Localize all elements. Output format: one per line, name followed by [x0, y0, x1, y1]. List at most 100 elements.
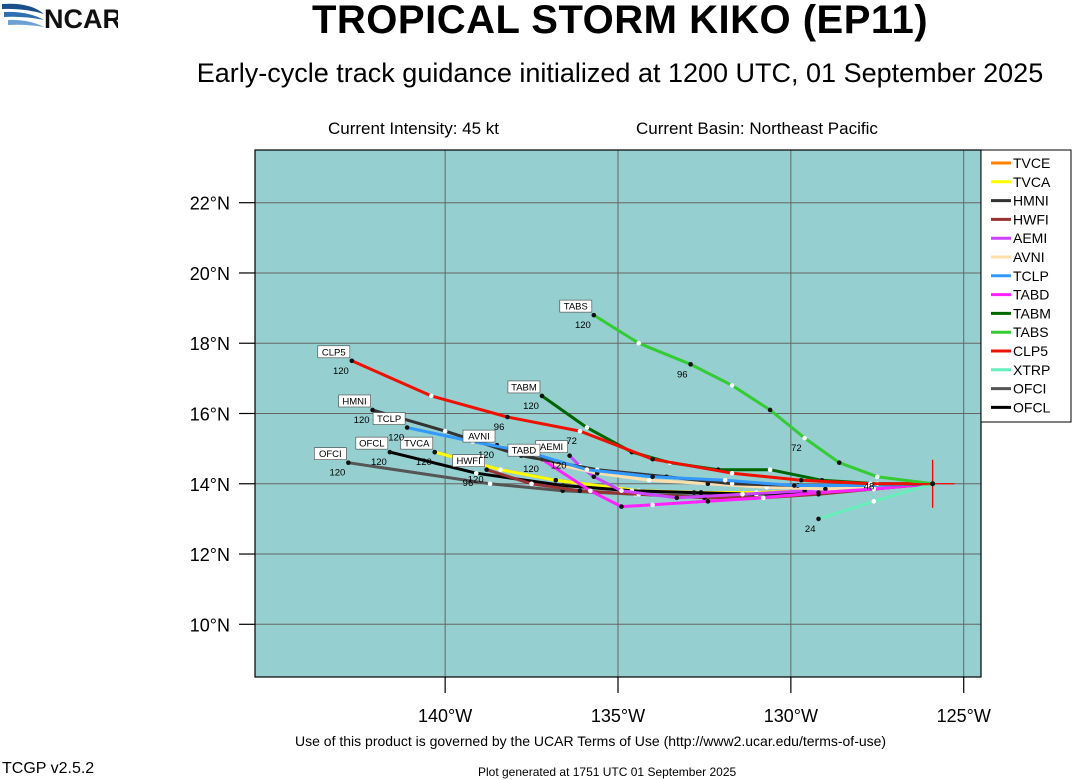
y-tick-label: 12°N [190, 545, 230, 565]
track-point [871, 499, 877, 504]
storm-label-text: TABM [511, 382, 537, 393]
hour-label: 72 [566, 436, 577, 447]
legend: TVCE TVCA HMNI HWFI AEMI AVNI TCLP TABD TABM TABS… [980, 149, 1072, 423]
ncar-logo-text: NCAR [44, 4, 118, 30]
track-point [473, 470, 479, 476]
track-point [636, 340, 642, 346]
legend-label: TABS [1013, 324, 1049, 340]
hour-label: 120 [416, 457, 432, 468]
init-point [930, 481, 936, 487]
track-point [567, 453, 572, 458]
track-lines [346, 312, 934, 522]
legend-label: TABD [1013, 287, 1049, 303]
track-point [646, 477, 652, 483]
hour-label: 72 [791, 443, 802, 454]
storm-label-text: CLP5 [322, 347, 346, 358]
terms-of-use: Use of this product is governed by the U… [295, 733, 887, 749]
track-point [650, 456, 655, 462]
legend-label: TVCE [1013, 155, 1050, 171]
track-point [674, 495, 680, 501]
track-point [691, 490, 697, 495]
storm-label-box [452, 454, 485, 468]
track-point [487, 481, 493, 487]
hour-label: 48 [864, 482, 875, 493]
hour-label: 120 [329, 468, 345, 479]
track-point [432, 449, 438, 455]
initial-position-marker [910, 459, 955, 508]
storm-label-box [317, 345, 351, 359]
hour-label: 120 [371, 457, 387, 468]
track-point [442, 428, 448, 434]
track-point [874, 474, 880, 480]
current-basin: Current Basin: Northeast Pacific [636, 119, 878, 138]
track-point [577, 428, 583, 434]
track-point [584, 467, 590, 473]
track-point [798, 477, 804, 483]
hour-label: 120 [354, 415, 370, 426]
track-point [767, 467, 773, 473]
track-point [802, 435, 807, 441]
legend-label: OFCL [1013, 399, 1051, 415]
storm-label-box [355, 436, 389, 450]
track-point [591, 474, 597, 480]
storm-label-box [372, 412, 406, 425]
track-point [505, 414, 510, 420]
track-point [539, 393, 545, 399]
hour-label: 96 [463, 478, 474, 489]
track-point [346, 460, 351, 465]
track-point [722, 477, 728, 483]
legend-label: XTRP [1013, 362, 1050, 378]
track-point [868, 481, 873, 487]
track-point [767, 407, 773, 413]
axes: 140°W 135°W 130°W 125°W 10°N 12°N 14°N 16°N 18°N… [190, 194, 991, 726]
track-point [619, 488, 624, 494]
track-point [591, 312, 597, 318]
x-tick-label: 135°W [591, 706, 645, 726]
storm-label-box [314, 447, 347, 460]
ncar-logo: NCAR [2, 3, 122, 34]
hour-label: 120 [388, 433, 404, 444]
x-tick-label: 140°W [418, 706, 472, 726]
y-tick-label: 16°N [190, 405, 230, 425]
storm-label-text: TABD [512, 446, 537, 457]
track-point [729, 481, 735, 487]
legend-label: TABM [1013, 305, 1051, 321]
x-tick-label: 130°W [764, 706, 818, 726]
legend-label: OFCI [1013, 381, 1046, 397]
storm-label-text: TVCA [404, 439, 430, 450]
chart-title: TROPICAL STORM KIKO (EP11) [311, 0, 929, 42]
hour-label: 24 [805, 524, 816, 535]
y-tick-label: 18°N [190, 334, 230, 354]
legend-label: TVCA [1013, 174, 1051, 190]
storm-label-text: TABS [564, 302, 588, 313]
storm-label-box [507, 443, 541, 457]
track-point [404, 425, 410, 430]
x-tick-label: 125°W [937, 706, 991, 726]
track-point [823, 486, 828, 492]
y-tick-label: 10°N [190, 615, 230, 635]
storm-label-text: AEMI [540, 442, 563, 453]
storm-label-text: TCLP [377, 414, 401, 425]
track-point [588, 488, 593, 494]
hour-label: 120 [523, 464, 539, 475]
storm-label-text: AVNI [468, 432, 489, 443]
legend-label: HMNI [1013, 193, 1049, 209]
track-point [529, 481, 534, 487]
storm-label-box [338, 394, 371, 408]
hour-label: 120 [468, 475, 484, 486]
track-point [429, 393, 434, 399]
track-point [577, 488, 583, 494]
legend-label: HWFI [1013, 211, 1049, 227]
track-point [705, 499, 711, 504]
y-tick-label: 14°N [190, 475, 230, 495]
track-point [619, 504, 624, 509]
track-point [729, 383, 735, 388]
hour-label: 120 [333, 366, 349, 377]
hour-label: 120 [551, 461, 567, 472]
track-point [650, 502, 655, 508]
legend-label: AVNI [1013, 249, 1045, 265]
current-intensity: Current Intensity: 45 kt [328, 119, 500, 138]
chart-subtitle: Early-cycle track guidance initialized a… [196, 58, 1044, 88]
hour-label: 120 [575, 320, 591, 331]
